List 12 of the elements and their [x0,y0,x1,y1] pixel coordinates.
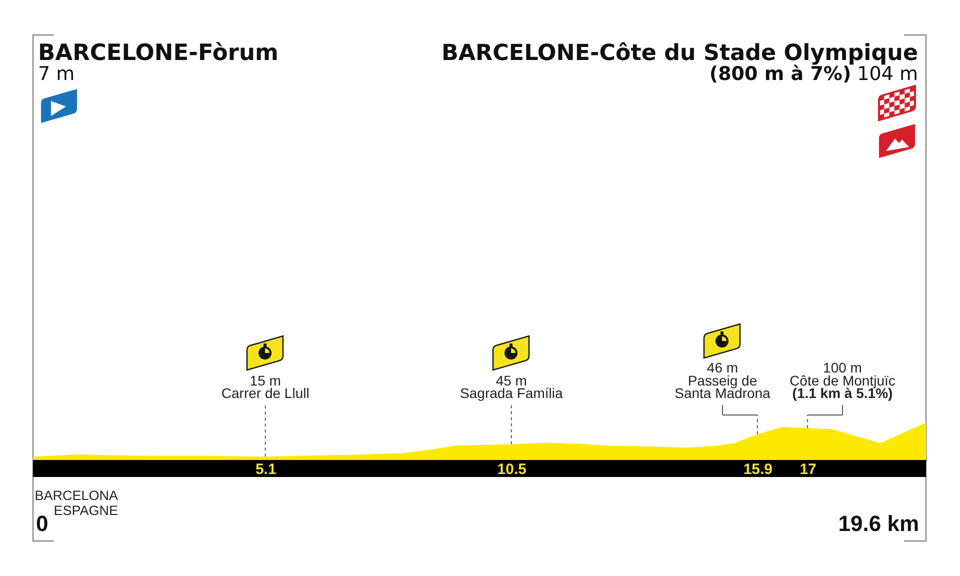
text: 0 [36,511,48,536]
x-tick-label: 15.9 [743,461,773,478]
text: 19.6 km [838,511,920,536]
text: 15 m Carrer de Llull [221,372,310,401]
text: BARCELONE-Côte du Stade Olympique (800 m à 7%) 104 m [441,40,918,85]
x-tick-label: 10.5 [497,461,526,478]
text: 46 m Passeig de Santa Madrona [674,360,771,401]
text: 100 m Côte de Montjuïc (1.1 km à 5.1%) [790,360,896,401]
x-tick-label: 5.1 [255,461,276,478]
x-tick-label: 17 [800,461,816,478]
text: BARCELONE-Fòrum 7 m [38,40,278,85]
text: 45 m Sagrada Família [460,372,563,401]
